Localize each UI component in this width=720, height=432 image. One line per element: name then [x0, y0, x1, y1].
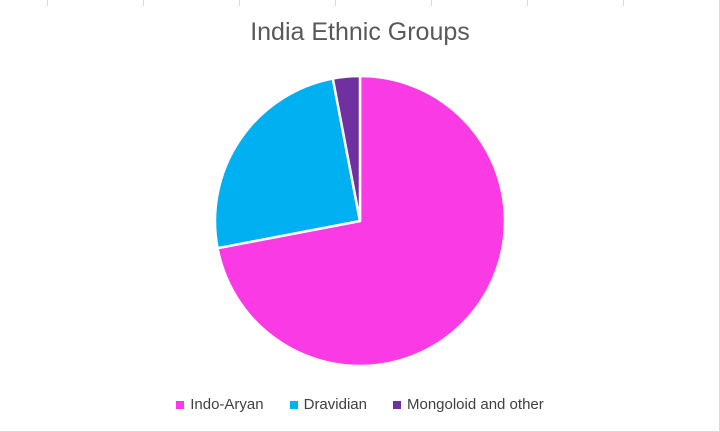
legend: Indo-Aryan Dravidian Mongoloid and other — [0, 396, 720, 413]
gridline — [431, 0, 432, 6]
pie-slice-indo-aryan — [216, 74, 507, 368]
legend-item-mongoloid-and-other: Mongoloid and other — [392, 396, 544, 413]
legend-item-indo-aryan: Indo-Aryan — [176, 396, 264, 413]
chart-title: India Ethnic Groups — [250, 18, 470, 46]
legend-swatch — [289, 400, 298, 409]
pie-slice-mongoloid-and-other — [331, 74, 362, 223]
legend-swatch — [176, 400, 185, 409]
gridline — [239, 0, 240, 6]
legend-label: Mongoloid and other — [406, 396, 544, 413]
legend-label: Dravidian — [303, 396, 367, 413]
gridline — [527, 0, 528, 6]
gridline — [47, 0, 48, 6]
gridline — [335, 0, 336, 6]
legend-item-dravidian: Dravidian — [289, 396, 367, 413]
legend-swatch — [392, 400, 401, 409]
legend-label: Indo-Aryan — [190, 396, 264, 413]
pie-slice-dravidian — [213, 77, 362, 250]
gridline — [623, 0, 624, 6]
gridline — [143, 0, 144, 6]
